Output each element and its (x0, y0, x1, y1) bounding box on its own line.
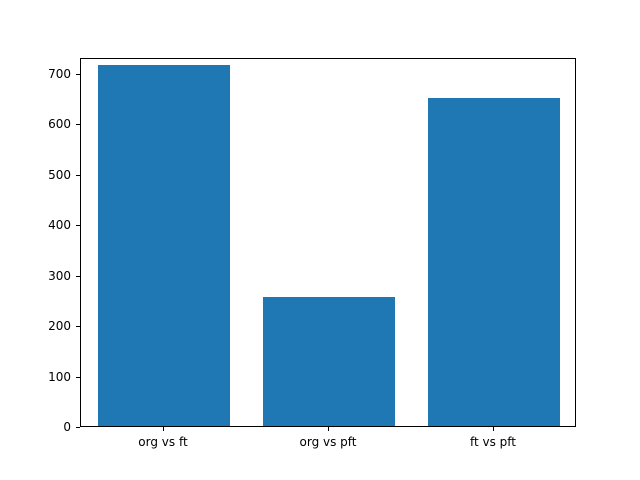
y-tick-label: 500 (48, 168, 71, 182)
y-tick-label: 300 (48, 269, 71, 283)
bar-org-vs-ft (98, 65, 230, 426)
bar-ft-vs-pft (428, 98, 560, 426)
y-tick-label: 600 (48, 117, 71, 131)
x-tick-mark (328, 427, 329, 431)
y-tick-label: 0 (63, 420, 71, 434)
plot-area (80, 58, 576, 427)
y-tick-mark (76, 377, 80, 378)
x-tick-mark (493, 427, 494, 431)
y-tick-mark (76, 225, 80, 226)
y-tick-mark (76, 326, 80, 327)
y-tick-mark (76, 74, 80, 75)
y-tick-label: 200 (48, 319, 71, 333)
y-tick-mark (76, 276, 80, 277)
y-tick-label: 100 (48, 370, 71, 384)
y-tick-mark (76, 427, 80, 428)
x-tick-label: ft vs pft (469, 435, 517, 449)
y-tick-mark (76, 124, 80, 125)
y-tick-label: 700 (48, 67, 71, 81)
bar-org-vs-pft (263, 297, 395, 426)
x-tick-label: org vs ft (138, 435, 188, 449)
x-tick-label: org vs pft (299, 435, 357, 449)
x-tick-mark (163, 427, 164, 431)
y-tick-mark (76, 175, 80, 176)
y-tick-label: 400 (48, 218, 71, 232)
